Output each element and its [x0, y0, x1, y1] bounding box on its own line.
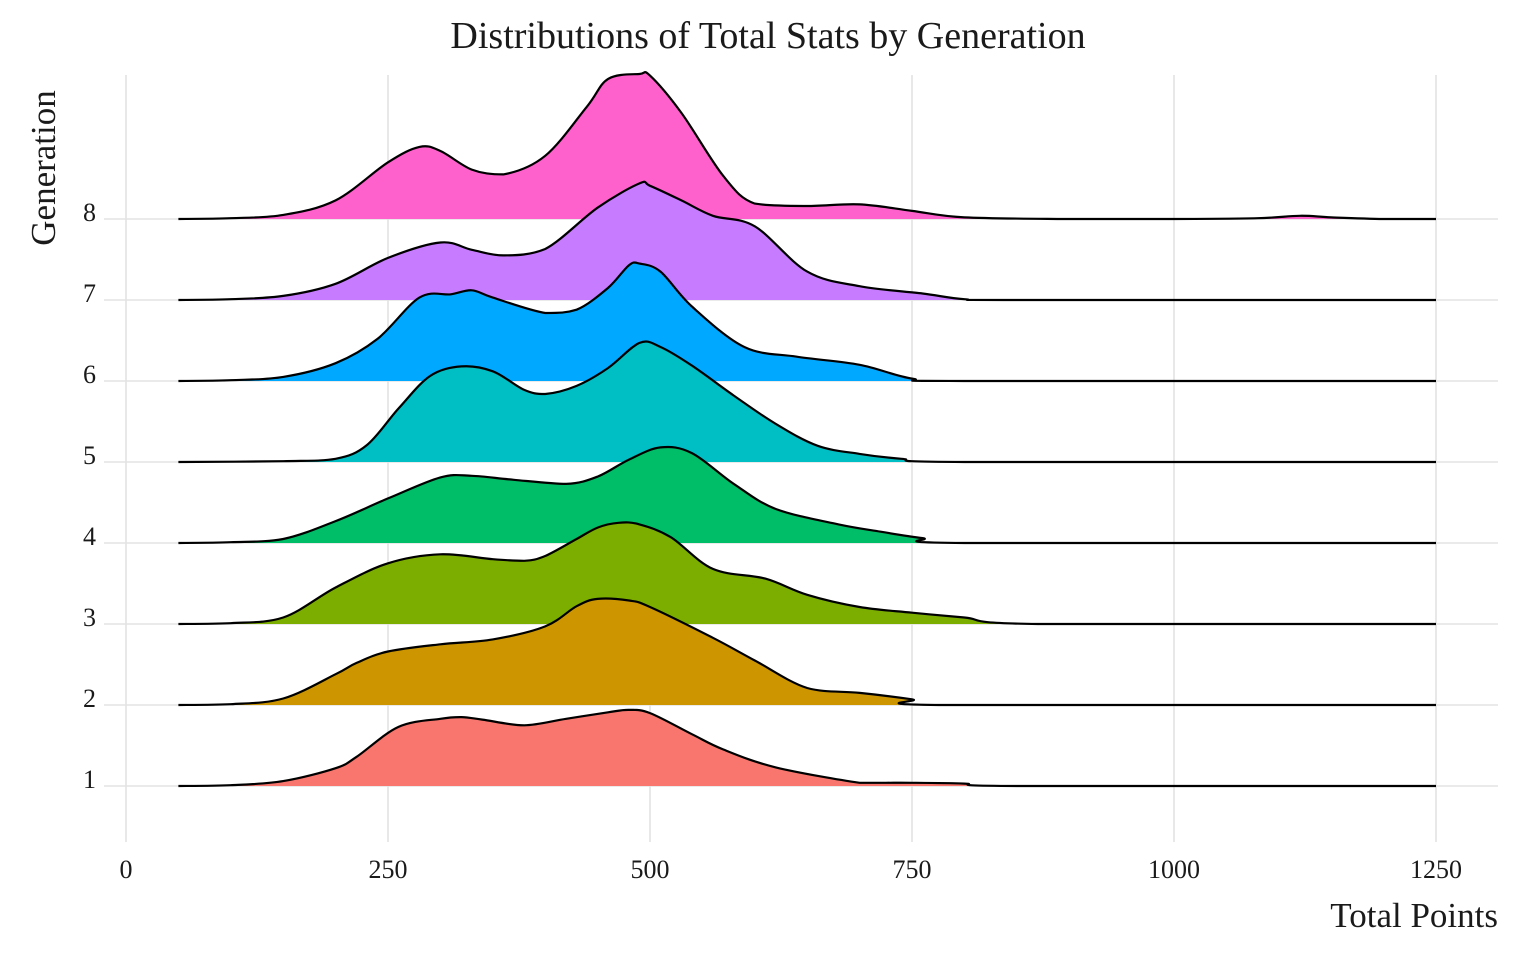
- ridge-fill-6: [178, 262, 1436, 381]
- ridge-generation-3: [178, 521, 1436, 626]
- y-tick-label: 7: [83, 279, 96, 308]
- y-tick-label: 1: [83, 765, 96, 794]
- y-tick-label: 5: [83, 441, 96, 470]
- chart-title: Distributions of Total Stats by Generati…: [450, 15, 1086, 57]
- ridge-outline-7: [178, 180, 1436, 302]
- y-tick-label: 4: [83, 522, 96, 551]
- ridge-fill-3: [178, 522, 1436, 624]
- ridge-outline-2: [178, 597, 1436, 707]
- ridge-fill-4: [178, 446, 1436, 543]
- ridge-fill-1: [178, 709, 1436, 786]
- ridge-outline-8: [178, 71, 1436, 221]
- y-tick-label: 8: [83, 198, 96, 227]
- tick-layer: 0 250 500 750 1000 1250 1 2 3 4 5 6 7 8: [83, 198, 1462, 884]
- ridge-generation-5: [178, 340, 1436, 464]
- ridge-outline-5: [178, 340, 1436, 464]
- ridge-outline-1: [178, 708, 1436, 788]
- x-tick-label: 750: [893, 855, 932, 884]
- y-tick-label: 3: [83, 603, 96, 632]
- x-tick-label: 1250: [1410, 855, 1462, 884]
- y-tick-label: 6: [83, 360, 96, 389]
- x-axis-title: Total Points: [1330, 896, 1498, 935]
- ridge-fill-8: [178, 72, 1436, 219]
- ridge-outline-3: [178, 521, 1436, 626]
- ridge-fill-2: [178, 598, 1436, 705]
- x-tick-label: 0: [120, 855, 133, 884]
- y-tick-label: 2: [83, 684, 96, 713]
- ridge-generation-7: [178, 180, 1436, 302]
- ridge-fill-7: [178, 181, 1436, 300]
- ridge-outline-6: [178, 261, 1436, 383]
- x-tick-label: 500: [631, 855, 670, 884]
- x-tick-label: 1000: [1148, 855, 1200, 884]
- ridge-layer: [178, 71, 1436, 788]
- ridge-generation-8: [178, 71, 1436, 221]
- ridge-generation-2: [178, 597, 1436, 707]
- ridge-generation-4: [178, 445, 1436, 545]
- ridge-generation-1: [178, 708, 1436, 788]
- ridge-generation-6: [178, 261, 1436, 383]
- x-tick-label: 250: [369, 855, 408, 884]
- ridge-outline-4: [178, 445, 1436, 545]
